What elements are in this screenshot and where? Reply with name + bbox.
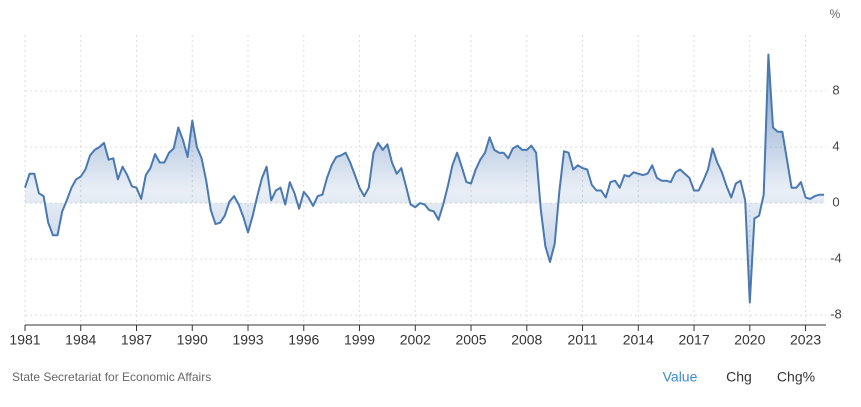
button[interactable]: Chg%: [777, 369, 815, 385]
y-tick-label: -4: [830, 251, 842, 266]
x-tick-label: 1984: [65, 332, 96, 348]
x-tick-label: 1987: [121, 332, 152, 348]
y-unit: %: [830, 7, 841, 21]
y-tick-label: -8: [830, 307, 842, 322]
x-tick-label: 2005: [455, 332, 486, 348]
y-tick-label: 4: [832, 139, 839, 154]
y-tick-label: 0: [832, 195, 839, 210]
button[interactable]: Value: [663, 369, 698, 385]
area: [25, 54, 825, 303]
x-tick-label: 2014: [623, 332, 654, 348]
button[interactable]: Chg: [726, 369, 752, 385]
x-tick-label: 1996: [288, 332, 319, 348]
x-tick-label: 2008: [511, 332, 542, 348]
line: [24, 53, 825, 304]
x-tick-label: 2020: [734, 332, 765, 348]
x-tick-label: 1990: [177, 332, 208, 348]
y-tick-label: 8: [832, 82, 839, 97]
x-tick-label: 2011: [567, 332, 597, 348]
x-tick-label: 1993: [232, 332, 263, 348]
x-tick-label: 2017: [678, 332, 709, 348]
x-tick-label: 2023: [790, 332, 821, 348]
x-tick-label: 1981: [9, 332, 40, 348]
x-tick-label: 1999: [344, 332, 375, 348]
x-tick-label: 2002: [400, 332, 431, 348]
source: State Secretariat for Economic Affairs: [12, 370, 211, 384]
